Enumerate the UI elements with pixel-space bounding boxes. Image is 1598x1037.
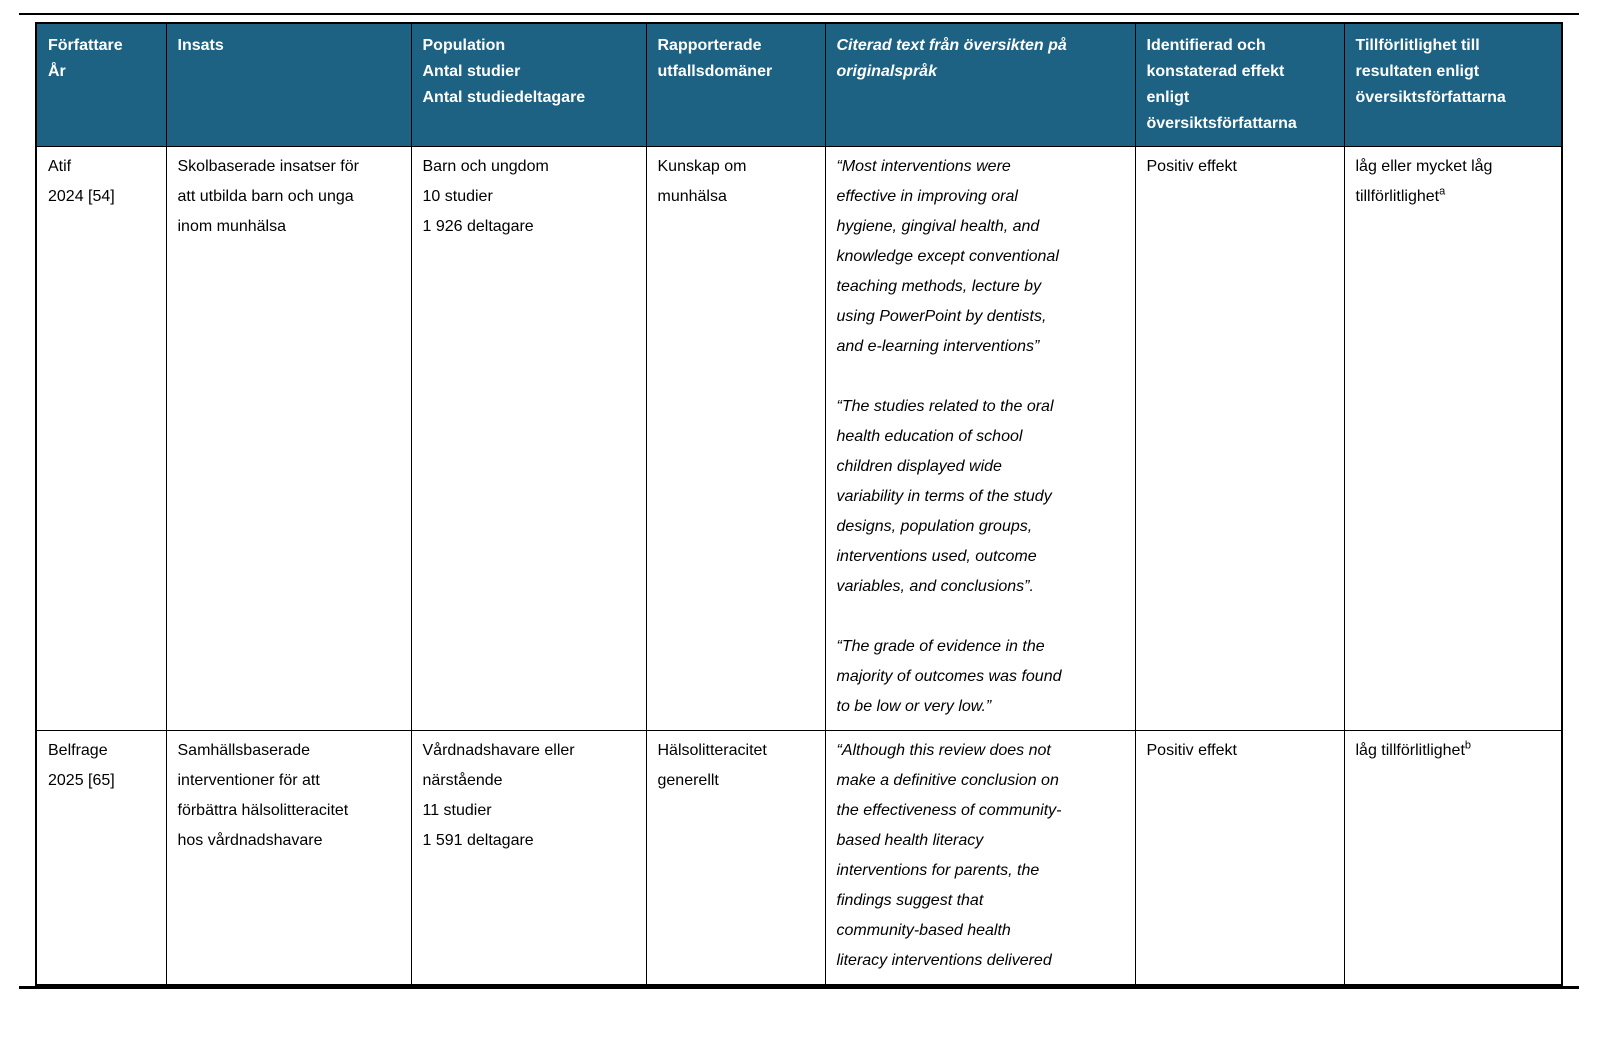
col-header-effekt: Identifierad och konstaterad effekt enligt… xyxy=(1134,22,1345,147)
col-header-tillforlitlighet: Tillförlitlighet till resultaten enligt öv… xyxy=(1343,22,1563,147)
quote-paragraph: “Although this review does not make a def… xyxy=(836,742,1062,969)
utfallsdomaner-text: Kunskap om munhälsa xyxy=(657,158,747,205)
footnote-marker: a xyxy=(1439,185,1446,198)
cell-tillforlitlighet: låg eller mycket låg tillförlitligheta xyxy=(1343,146,1563,731)
cell-effekt: Positiv effekt xyxy=(1134,730,1345,986)
cell-insats: Samhällsbaserade interventioner för att fö… xyxy=(165,730,412,986)
cell-utfallsdomaner: Kunskap om munhälsa xyxy=(645,146,826,731)
quote-paragraph: “Most interventions were effective in imp… xyxy=(836,158,1059,355)
cell-effekt: Positiv effekt xyxy=(1134,146,1345,731)
effekt-text: Positiv effekt xyxy=(1146,158,1237,175)
table-body: Atif 2024 [54] Skolbaserade insatser för a… xyxy=(35,146,1563,986)
header-row: Författare År Insats Population Antal stud… xyxy=(35,22,1563,147)
cell-author: Belfrage 2025 [65] xyxy=(35,730,167,986)
col-header-insats-label: Insats xyxy=(177,37,224,54)
quote-paragraph: “The studies related to the oral health e… xyxy=(836,398,1054,595)
insats-text: Skolbaserade insatser för att utbilda bar… xyxy=(177,158,359,235)
col-header-population: Population Antal studier Antal studiedelta… xyxy=(410,22,647,147)
quote-paragraph: “The grade of evidence in the majority of… xyxy=(836,638,1062,715)
population-text: Vårdnadshavare eller närstående 11 studier… xyxy=(422,742,575,849)
col-header-citerad-text-label: Citerad text från översikten på originals… xyxy=(836,37,1067,80)
col-header-utfallsdomaner: Rapporterade utfallsdomäner xyxy=(645,22,826,147)
footnote-marker: b xyxy=(1464,739,1472,752)
cell-tillforlitlighet: låg tillförlitlighetb xyxy=(1343,730,1563,986)
cell-author: Atif 2024 [54] xyxy=(35,146,167,731)
col-header-population-label: Population Antal studier Antal studiedelta… xyxy=(422,37,586,106)
col-header-tillforlitlighet-label: Tillförlitlighet till resultaten enligt öv… xyxy=(1355,37,1506,106)
page-break-rules: Författare År Insats Population Antal stud… xyxy=(19,13,1579,989)
col-header-forfattare-ar-label: Författare År xyxy=(48,37,123,80)
cell-citerad-text: “Most interventions were effective in imp… xyxy=(824,146,1136,731)
col-header-forfattare-ar: Författare År xyxy=(35,22,167,147)
cell-population: Barn och ungdom 10 studier 1 926 deltagare xyxy=(410,146,647,731)
utfallsdomaner-text: Hälsolitteracitet generellt xyxy=(657,742,767,789)
effekt-text: Positiv effekt xyxy=(1146,742,1237,759)
insats-text: Samhällsbaserade interventioner för att fö… xyxy=(177,742,349,849)
cell-population: Vårdnadshavare eller närstående 11 studier… xyxy=(410,730,647,986)
author-year: Atif 2024 [54] xyxy=(48,158,115,205)
tillforlitlighet-text: låg tillförlitlighetb xyxy=(1355,739,1472,759)
table-header: Författare År Insats Population Antal stud… xyxy=(35,22,1563,147)
col-header-effekt-label: Identifierad och konstaterad effekt enligt… xyxy=(1146,37,1297,132)
cell-citerad-text: “Although this review does not make a def… xyxy=(824,730,1136,986)
population-text: Barn och ungdom 10 studier 1 926 deltagare xyxy=(422,158,549,235)
table-row-atif: Atif 2024 [54] Skolbaserade insatser för a… xyxy=(35,146,1563,731)
cell-insats: Skolbaserade insatser för att utbilda bar… xyxy=(165,146,412,731)
cell-utfallsdomaner: Hälsolitteracitet generellt xyxy=(645,730,826,986)
col-header-citerad-text: Citerad text från översikten på originals… xyxy=(824,22,1136,147)
col-header-insats: Insats xyxy=(165,22,412,147)
table-row-belfrage: Belfrage 2025 [65] Samhällsbaserade interv… xyxy=(35,730,1563,986)
tillforlitlighet-text: låg eller mycket låg tillförlitligheta xyxy=(1355,158,1493,205)
evidence-table: Författare År Insats Population Antal stud… xyxy=(35,22,1563,986)
col-header-utfallsdomaner-label: Rapporterade utfallsdomäner xyxy=(657,37,773,80)
author-year: Belfrage 2025 [65] xyxy=(48,742,115,789)
